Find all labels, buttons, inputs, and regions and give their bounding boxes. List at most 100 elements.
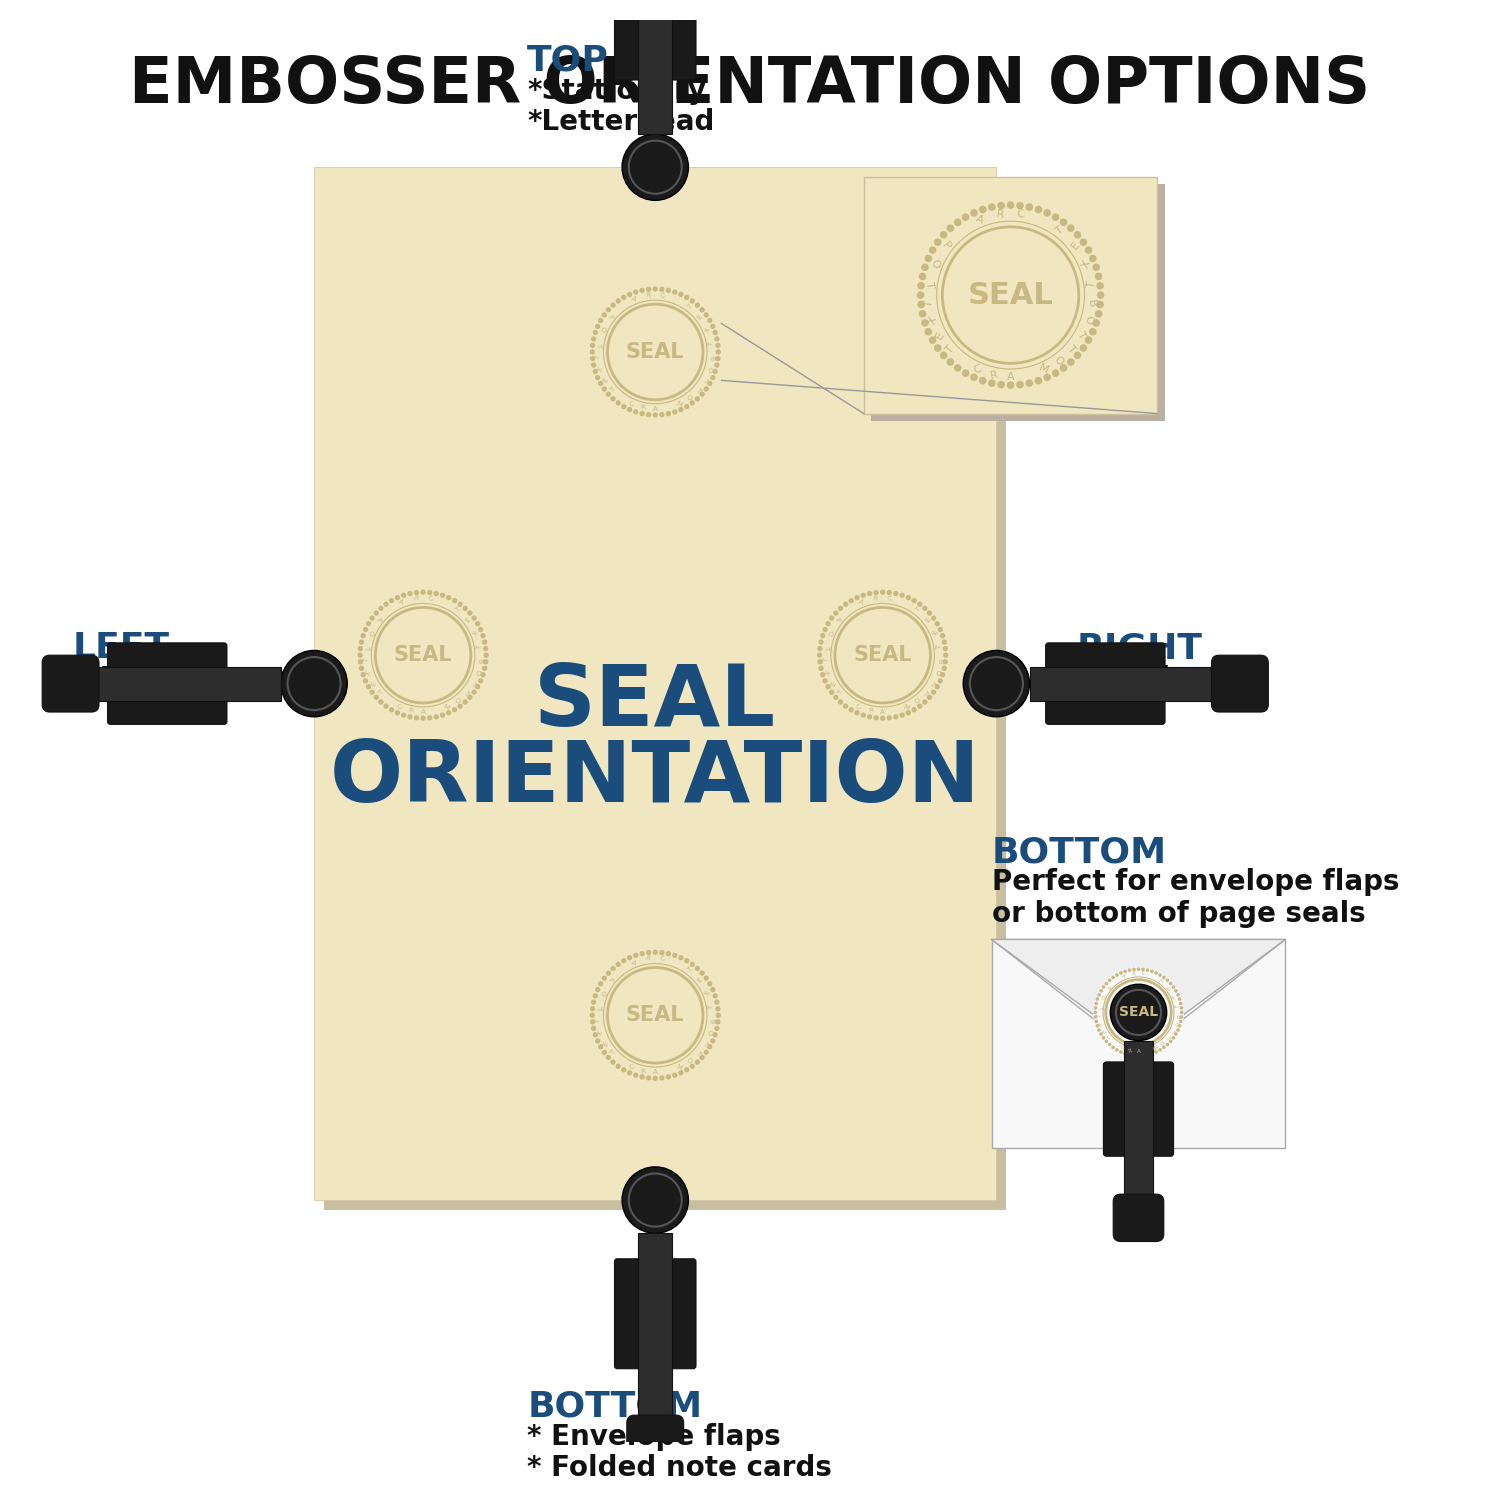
Circle shape: [1096, 282, 1104, 290]
Circle shape: [928, 246, 936, 254]
Text: O: O: [1082, 315, 1094, 326]
Circle shape: [1080, 344, 1088, 352]
Circle shape: [360, 633, 366, 639]
Circle shape: [694, 303, 700, 307]
Circle shape: [861, 592, 865, 598]
Text: T: T: [609, 387, 616, 393]
Circle shape: [610, 966, 615, 970]
Circle shape: [658, 413, 664, 417]
Circle shape: [714, 1026, 720, 1030]
Circle shape: [1035, 206, 1042, 213]
Text: T: T: [1096, 1014, 1102, 1019]
Circle shape: [590, 285, 722, 418]
Circle shape: [1044, 374, 1052, 381]
Circle shape: [830, 615, 834, 621]
Text: R: R: [640, 1068, 646, 1074]
Circle shape: [1158, 1048, 1162, 1052]
Text: T: T: [609, 1050, 616, 1058]
Circle shape: [1094, 968, 1184, 1058]
Circle shape: [1026, 380, 1033, 387]
Circle shape: [922, 699, 927, 705]
Circle shape: [1095, 998, 1100, 1000]
Bar: [864, 177, 1158, 414]
Text: A: A: [880, 710, 885, 716]
Circle shape: [1100, 988, 1102, 993]
Circle shape: [918, 310, 927, 318]
Circle shape: [592, 1032, 598, 1038]
Circle shape: [934, 684, 940, 690]
Text: C: C: [888, 596, 892, 602]
Circle shape: [916, 704, 922, 710]
Text: M: M: [902, 704, 910, 711]
Circle shape: [694, 396, 700, 402]
Circle shape: [940, 633, 945, 639]
Circle shape: [672, 410, 678, 414]
Circle shape: [922, 606, 927, 610]
Circle shape: [363, 678, 368, 684]
Circle shape: [420, 716, 426, 722]
Circle shape: [861, 712, 865, 718]
Circle shape: [633, 952, 639, 958]
Text: T: T: [700, 376, 708, 384]
Circle shape: [1094, 1011, 1096, 1014]
Circle shape: [378, 606, 384, 610]
Text: B: B: [1086, 300, 1096, 307]
Text: E: E: [698, 314, 703, 321]
Circle shape: [598, 318, 603, 322]
Text: SEAL: SEAL: [968, 280, 1053, 309]
Circle shape: [1119, 1050, 1124, 1053]
Text: T: T: [822, 658, 830, 663]
Circle shape: [1100, 1032, 1102, 1036]
Circle shape: [924, 328, 932, 336]
Text: P: P: [834, 616, 842, 624]
Circle shape: [384, 704, 388, 710]
Circle shape: [672, 290, 678, 294]
Text: ORIENTATION: ORIENTATION: [330, 736, 981, 821]
Circle shape: [672, 1072, 678, 1078]
Circle shape: [962, 369, 969, 376]
Text: BOTTOM: BOTTOM: [528, 1389, 702, 1423]
Circle shape: [384, 602, 388, 608]
Text: T: T: [1086, 280, 1096, 288]
Text: C: C: [1120, 1046, 1125, 1052]
Circle shape: [1074, 231, 1082, 238]
Text: O: O: [598, 990, 606, 998]
Circle shape: [1066, 358, 1074, 366]
Circle shape: [646, 413, 651, 417]
Circle shape: [639, 288, 645, 292]
Circle shape: [652, 413, 658, 417]
Circle shape: [938, 678, 944, 684]
Text: O: O: [1173, 1022, 1179, 1028]
Text: Perfect for envelope flaps: Perfect for envelope flaps: [992, 868, 1400, 897]
Text: R: R: [413, 596, 419, 602]
Circle shape: [932, 615, 936, 621]
Text: B: B: [708, 356, 716, 360]
Circle shape: [822, 627, 828, 632]
Circle shape: [704, 312, 710, 318]
Text: T: T: [1065, 344, 1077, 355]
Circle shape: [1146, 969, 1149, 972]
Text: T: T: [1107, 1035, 1113, 1041]
Circle shape: [714, 999, 720, 1005]
Text: *Not Common: *Not Common: [72, 664, 288, 693]
Circle shape: [934, 238, 942, 246]
Circle shape: [1094, 1007, 1098, 1010]
Circle shape: [646, 1076, 651, 1080]
Circle shape: [462, 606, 468, 610]
Text: X: X: [705, 327, 711, 333]
Circle shape: [590, 1019, 596, 1025]
Text: M: M: [442, 704, 450, 711]
Circle shape: [1172, 1036, 1176, 1040]
Circle shape: [1089, 255, 1096, 262]
Circle shape: [1174, 1032, 1178, 1036]
Text: X: X: [364, 669, 372, 676]
Circle shape: [880, 716, 885, 722]
Text: O: O: [928, 258, 942, 270]
Text: E: E: [1070, 240, 1082, 252]
Circle shape: [678, 1070, 684, 1076]
Circle shape: [394, 710, 400, 716]
Circle shape: [592, 993, 598, 999]
Circle shape: [468, 694, 472, 700]
Circle shape: [684, 958, 690, 963]
Circle shape: [918, 282, 926, 290]
